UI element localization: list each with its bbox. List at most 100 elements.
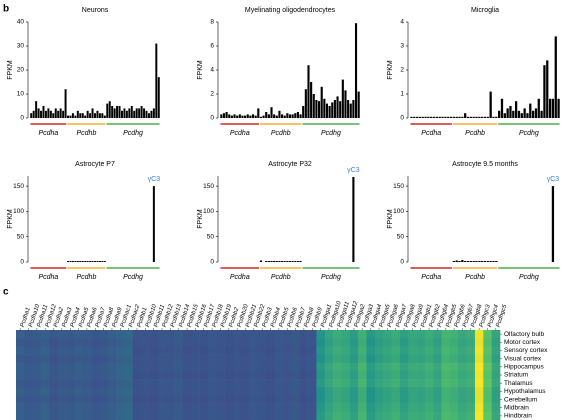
bar (273, 260, 276, 262)
heatmap-cell (424, 346, 434, 355)
heatmap-cell (232, 379, 242, 388)
bar (310, 82, 313, 118)
heatmap-cell (366, 403, 376, 413)
heatmap-cell (291, 370, 301, 380)
heatmap-cell (341, 338, 351, 347)
heatmap-cell (57, 354, 67, 364)
heatmap-cell (232, 411, 242, 420)
y-tick-label: 100 (13, 208, 24, 215)
bar (106, 103, 109, 118)
bar (155, 43, 158, 118)
bar (49, 110, 52, 118)
heatmap-cell (174, 330, 184, 339)
heatmap-cell (199, 330, 209, 339)
heatmap-cell (41, 370, 50, 380)
heatmap-cell (391, 370, 401, 380)
bar (307, 65, 310, 118)
heatmap-cell (291, 387, 301, 396)
group-label: Pcdhg (519, 274, 539, 281)
bar (101, 260, 104, 262)
heatmap-cell (232, 395, 242, 404)
heatmap-cell (49, 338, 59, 347)
heatmap-cell (166, 395, 175, 404)
heatmap-cell (491, 379, 501, 388)
heatmap-cell (408, 330, 417, 339)
heatmap-cell (24, 403, 33, 413)
heatmap-cell (324, 362, 334, 372)
heatmap-cell (458, 411, 467, 420)
heatmap-cell (391, 411, 401, 420)
heatmap-cell (458, 346, 467, 355)
heatmap-cell (449, 403, 459, 413)
heatmap-cell (216, 346, 225, 355)
chart-title: Microglia (471, 7, 499, 14)
bar (344, 90, 347, 118)
heatmap-cell (57, 395, 67, 404)
heatmap-cell (141, 411, 150, 420)
heatmap-cell (383, 395, 392, 404)
bar (492, 260, 495, 262)
heatmap-cell (241, 403, 250, 413)
heatmap-cell (349, 370, 359, 380)
heatmap-cell (149, 403, 159, 413)
bar (133, 110, 136, 118)
bar (275, 260, 278, 262)
bar (74, 115, 77, 118)
heatmap-cell (333, 387, 342, 396)
heatmap-cell (399, 338, 409, 347)
heatmap-cell (91, 370, 100, 380)
heatmap-cell (449, 379, 459, 388)
heatmap-cell (199, 338, 209, 347)
y-tick-label: 1 (400, 91, 404, 98)
heatmap-cell (41, 379, 50, 388)
bar (123, 108, 126, 118)
heatmap-cell (49, 395, 59, 404)
bar (228, 114, 231, 118)
heatmap-cell (283, 346, 292, 355)
heatmap-cell (258, 403, 267, 413)
heatmap-cell (224, 370, 234, 380)
group-label: Pcdhb (76, 274, 96, 281)
bar (91, 108, 94, 118)
heatmap-cell (483, 395, 492, 404)
bar (333, 100, 336, 118)
group-label: Pcdha (38, 274, 58, 281)
heatmap-cell (333, 362, 342, 372)
bar (341, 79, 344, 118)
heatmap-cell (166, 346, 175, 355)
heatmap-cell (191, 387, 200, 396)
heatmap-cell (207, 411, 217, 420)
heatmap-cell (274, 338, 284, 347)
heatmap-cell (349, 387, 359, 396)
bar (472, 116, 475, 118)
heatmap-cell (199, 362, 209, 372)
bar (230, 115, 233, 118)
bar (288, 114, 292, 118)
heatmap-cell (82, 379, 92, 388)
heatmap-cell (299, 411, 309, 420)
heatmap-cell (57, 370, 67, 380)
heatmap-cell (433, 338, 442, 347)
heatmap-cell (74, 330, 84, 339)
bar (432, 116, 436, 118)
bar (103, 115, 106, 118)
heatmap-cell (191, 411, 200, 420)
bar (466, 116, 470, 118)
heatmap-cell (483, 338, 492, 347)
heatmap-cell (132, 370, 142, 380)
heatmap-cell (466, 362, 476, 372)
bar (489, 260, 492, 262)
heatmap-cell (474, 395, 484, 404)
heatmap-cell (283, 395, 292, 404)
bar (427, 116, 430, 118)
heatmap-cell (232, 387, 242, 396)
heatmap-cell (107, 370, 117, 380)
bar (304, 89, 307, 118)
heatmap-cell (441, 370, 451, 380)
heatmap-cell (82, 403, 92, 413)
bar (143, 108, 146, 118)
bar (278, 260, 281, 262)
bar (147, 113, 150, 118)
heatmap-cell (433, 411, 442, 420)
heatmap-cell (124, 411, 134, 420)
